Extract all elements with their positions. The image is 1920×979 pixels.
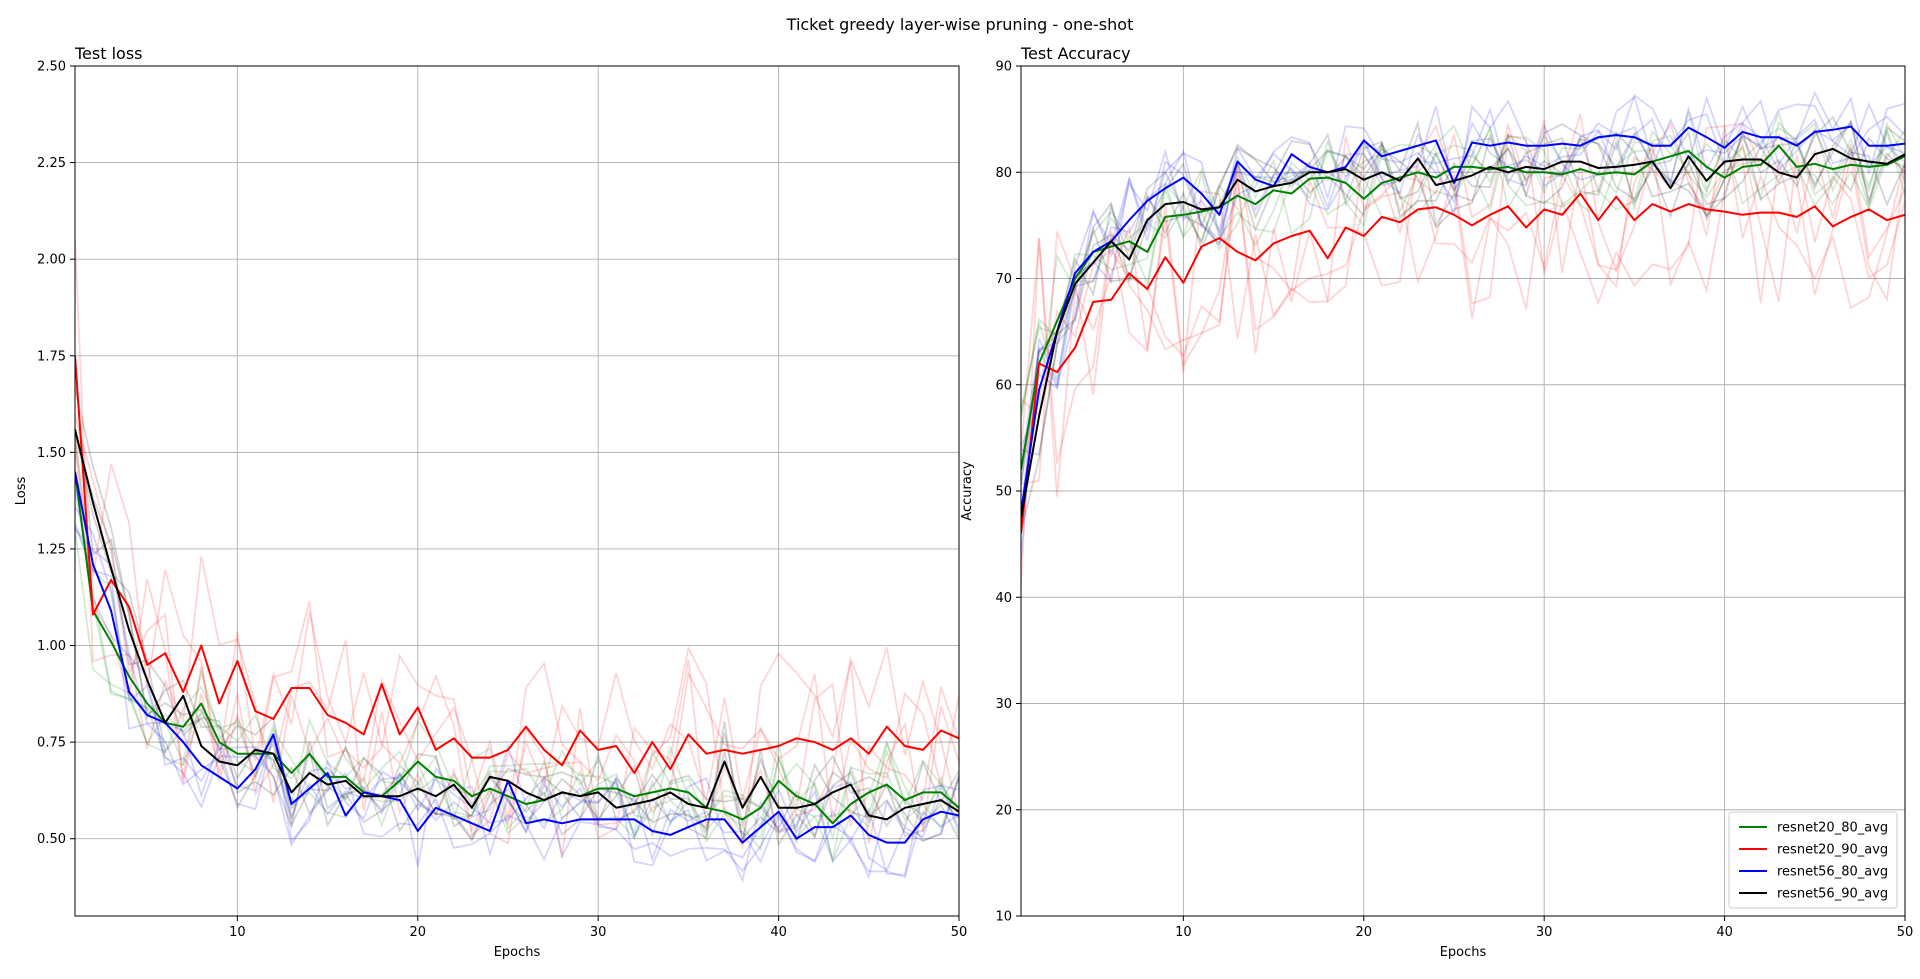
run-line-resnet56_80_avg [75,486,959,879]
accuracy-chart-title: Test Accuracy [1020,44,1131,63]
run-line-resnet56_90_avg [1021,115,1905,486]
legend: resnet20_80_avg resnet20_90_avg resnet56_8… [1728,811,1898,909]
run-line-resnet20_90_avg [1021,113,1905,417]
accuracy-x-tick-label: 10 [1175,925,1192,940]
accuracy-x-tick-label: 50 [1897,925,1914,940]
loss-y-tick-label: 1.50 [37,446,66,461]
run-line-resnet20_90_avg [75,445,959,840]
run-line-resnet20_80_avg [75,472,959,863]
loss-x-tick-label: 50 [951,925,968,940]
run-line-resnet56_90_avg [75,430,959,841]
loss-y-tick-label: 0.75 [37,736,66,751]
accuracy-series-lines [1021,125,1905,534]
run-line-resnet56_90_avg [1021,119,1905,456]
accuracy-y-tick-label: 90 [995,60,1012,75]
run-line-resnet20_80_avg [1021,120,1905,415]
run-line-resnet20_80_avg [75,436,959,841]
series-line-resnet56_90_avg [75,428,959,821]
loss-x-tick-label: 10 [229,925,246,940]
series-line-resnet20_90_avg [75,355,959,774]
accuracy-y-tick-label: 30 [995,697,1012,712]
accuracy-x-tick-label: 40 [1716,925,1733,940]
run-line-resnet20_80_avg [75,528,959,865]
loss-y-tick-label: 1.25 [37,542,66,557]
series-line-resnet20_90_avg [1021,192,1905,534]
accuracy-y-tick-label: 80 [995,166,1012,181]
loss-y-tick-label: 2.50 [37,60,66,75]
run-line-resnet56_90_avg [1021,119,1905,484]
loss-x-tick-label: 40 [770,925,787,940]
loss-axes-frame [74,65,960,917]
legend-label-resnet56_80_avg: resnet56_80_avg [1777,865,1888,880]
run-line-resnet20_90_avg [1021,125,1905,486]
accuracy-y-tick-label: 70 [995,272,1012,287]
loss-chart-title: Test loss [74,44,143,63]
accuracy-chart: 10 20 30 40 50 10 20 30 40 50 60 70 80 90 Test Accura… [960,44,1913,960]
figure-title: Ticket greedy layer-wise pruning - one-s… [786,15,1134,34]
loss-x-axis-label: Epochs [494,945,541,960]
accuracy-y-axis-label: Accuracy [960,461,975,521]
loss-ticks: 10 20 30 40 50 0.50 0.75 1.00 1.25 1.50 1.75 2.00 2.… [37,60,967,941]
loss-x-tick-label: 30 [590,925,607,940]
run-line-resnet56_90_avg [75,387,959,845]
legend-label-resnet56_90_avg: resnet56_90_avg [1777,887,1888,902]
run-line-resnet20_90_avg [1021,120,1905,497]
series-line-resnet56_90_avg [1021,147,1905,518]
loss-run-lines [75,239,959,884]
series-line-resnet20_80_avg [1021,144,1905,470]
run-line-resnet20_80_avg [75,522,959,852]
accuracy-ticks: 10 20 30 40 50 10 20 30 40 50 60 70 80 90 [995,60,1913,941]
series-line-resnet56_80_avg [1021,125,1905,513]
run-line-resnet56_80_avg [75,506,959,872]
run-line-resnet56_90_avg [1021,127,1905,532]
accuracy-x-tick-label: 20 [1356,925,1373,940]
loss-y-tick-label: 2.25 [37,156,66,171]
loss-chart: 10 20 30 40 50 0.50 0.75 1.00 1.25 1.50 1.75 2.00 2.… [14,44,967,960]
run-line-resnet20_90_avg [75,415,959,833]
legend-label-resnet20_90_avg: resnet20_90_avg [1777,843,1888,858]
run-line-resnet56_80_avg [1021,93,1905,532]
loss-x-tick-label: 20 [410,925,427,940]
legend-label-resnet20_80_avg: resnet20_80_avg [1777,821,1888,836]
run-line-resnet20_80_avg [1021,109,1905,448]
loss-series-lines [75,355,959,844]
run-line-resnet20_90_avg [75,436,959,819]
run-line-resnet56_80_avg [1021,90,1905,514]
run-line-resnet56_80_avg [75,528,959,884]
series-line-resnet56_80_avg [75,471,959,844]
loss-y-tick-label: 1.00 [37,639,66,654]
accuracy-x-tick-label: 30 [1536,925,1553,940]
run-line-resnet56_80_avg [1021,101,1905,464]
accuracy-y-tick-label: 10 [995,910,1012,925]
loss-y-tick-label: 2.00 [37,253,66,268]
legend-box [1728,811,1898,909]
loss-y-tick-label: 0.50 [37,832,66,847]
run-line-resnet56_80_avg [75,525,959,880]
accuracy-x-axis-label: Epochs [1440,945,1487,960]
loss-y-tick-label: 1.75 [37,349,66,364]
accuracy-y-tick-label: 40 [995,591,1012,606]
loss-y-axis-label: Loss [14,477,29,506]
accuracy-y-tick-label: 20 [995,803,1012,818]
run-line-resnet20_80_avg [1021,121,1905,411]
accuracy-y-tick-label: 60 [995,378,1012,393]
accuracy-y-tick-label: 50 [995,485,1012,500]
